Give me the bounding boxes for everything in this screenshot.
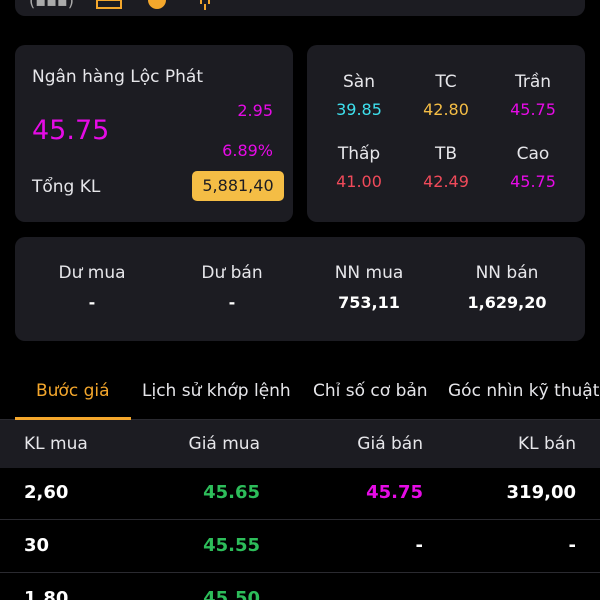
header-bid-price: Giá mua bbox=[188, 434, 260, 454]
low-price-label: Thấp bbox=[337, 144, 381, 164]
ask-volume-cell: - bbox=[568, 535, 576, 556]
bid-surplus: Dư mua - bbox=[22, 263, 162, 312]
reference-price-value: 42.80 bbox=[423, 100, 469, 119]
reference-price: TC 42.80 bbox=[401, 72, 491, 119]
table-row[interactable]: 1,80 45.50 bbox=[0, 574, 600, 600]
tab-price-steps[interactable]: Bước giá bbox=[36, 381, 110, 401]
total-volume-label: Tổng KL bbox=[32, 177, 101, 197]
bid-volume-cell: 30 bbox=[24, 535, 50, 556]
header-bid-volume: KL mua bbox=[24, 434, 88, 454]
bid-surplus-value: - bbox=[88, 293, 96, 312]
bid-price-cell: 45.55 bbox=[203, 535, 260, 556]
foreign-sell-label: NN bán bbox=[475, 263, 539, 283]
bid-surplus-label: Dư mua bbox=[58, 263, 126, 283]
ceiling-price: Trần 45.75 bbox=[488, 72, 578, 119]
high-price: Cao 45.75 bbox=[488, 144, 578, 191]
stock-info-card: Ngân hàng Lộc Phát 45.75 2.95 6.89% Tổng… bbox=[15, 45, 293, 222]
top-toolbar: (▪▪▪) bbox=[15, 0, 585, 16]
reference-price-label: TC bbox=[435, 72, 457, 92]
price-change-percent: 6.89% bbox=[222, 141, 273, 160]
ask-volume-cell: 319,00 bbox=[506, 482, 576, 503]
tab-technical-view[interactable]: Góc nhìn kỹ thuật bbox=[448, 381, 600, 401]
tab-match-history[interactable]: Lịch sử khớp lệnh bbox=[142, 381, 291, 401]
bid-price-cell: 45.65 bbox=[203, 482, 260, 503]
price-change: 2.95 bbox=[237, 101, 273, 120]
floor-price-value: 39.85 bbox=[336, 100, 382, 119]
header-ask-volume: KL bán bbox=[517, 434, 576, 454]
table-row[interactable]: 2,60 45.65 45.75 319,00 bbox=[0, 468, 600, 520]
ask-surplus-label: Dư bán bbox=[201, 263, 263, 283]
bid-price-cell: 45.50 bbox=[203, 588, 260, 600]
ask-price-cell: - bbox=[415, 535, 423, 556]
floor-price: Sàn 39.85 bbox=[314, 72, 404, 119]
top-toolbar-text-fragment: (▪▪▪) bbox=[29, 0, 75, 10]
floor-price-label: Sàn bbox=[343, 72, 375, 92]
order-book-header: KL mua Giá mua Giá bán KL bán bbox=[0, 420, 600, 468]
average-price-label: TB bbox=[434, 144, 458, 164]
ask-surplus: Dư bán - bbox=[162, 263, 302, 312]
foreign-sell: NN bán 1,629,20 bbox=[437, 263, 577, 312]
ask-surplus-value: - bbox=[228, 293, 236, 312]
active-tab-indicator bbox=[15, 417, 131, 420]
low-price-value: 41.00 bbox=[336, 172, 382, 191]
high-price-label: Cao bbox=[516, 144, 550, 164]
total-volume-badge: 5,881,40 bbox=[192, 171, 284, 201]
high-price-value: 45.75 bbox=[510, 172, 556, 191]
trading-stats-card: Dư mua - Dư bán - NN mua 753,11 NN bán 1… bbox=[15, 237, 585, 341]
bid-volume-cell: 1,80 bbox=[24, 588, 69, 600]
foreign-buy: NN mua 753,11 bbox=[299, 263, 439, 312]
ceiling-price-value: 45.75 bbox=[510, 100, 556, 119]
bell-icon[interactable] bbox=[192, 0, 218, 10]
company-name: Ngân hàng Lộc Phát bbox=[32, 67, 203, 87]
ask-price-cell: 45.75 bbox=[366, 482, 423, 503]
foreign-buy-value: 753,11 bbox=[338, 293, 400, 312]
bid-volume-cell: 2,60 bbox=[24, 482, 69, 503]
current-price: 45.75 bbox=[32, 115, 110, 146]
tab-fundamentals[interactable]: Chỉ số cơ bản bbox=[313, 381, 428, 401]
average-price-value: 42.49 bbox=[423, 172, 469, 191]
price-levels-card: Sàn 39.85 TC 42.80 Trần 45.75 Thấp 41.00… bbox=[307, 45, 585, 222]
table-row[interactable]: 30 45.55 - - bbox=[0, 521, 600, 573]
average-price: TB 42.49 bbox=[401, 144, 491, 191]
menu-icon[interactable] bbox=[96, 0, 123, 10]
header-ask-price: Giá bán bbox=[357, 434, 423, 454]
low-price: Thấp 41.00 bbox=[314, 144, 404, 191]
foreign-sell-value: 1,629,20 bbox=[467, 293, 547, 312]
alert-icon[interactable] bbox=[144, 0, 170, 10]
foreign-buy-label: NN mua bbox=[334, 263, 404, 283]
detail-tabs: Bước giá Lịch sử khớp lệnh Chỉ số cơ bản… bbox=[0, 368, 600, 420]
ceiling-price-label: Trần bbox=[514, 72, 552, 92]
